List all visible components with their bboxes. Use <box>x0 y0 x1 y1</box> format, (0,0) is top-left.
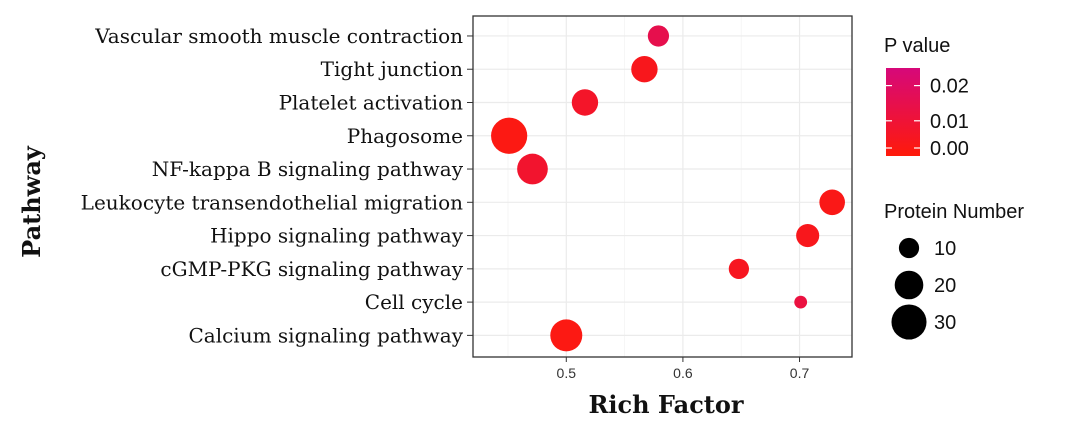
x-tick-label: 0.5 <box>557 365 577 381</box>
pathway-label: Leukocyte transendothelial migration <box>81 190 463 214</box>
x-tick-label: 0.6 <box>673 365 693 381</box>
protein-number-legend-title: Protein Number <box>884 201 1024 223</box>
pathway-label: cGMP-PKG signaling pathway <box>160 257 463 281</box>
data-point <box>796 224 820 248</box>
size-legend-dot <box>898 237 920 259</box>
data-point <box>728 258 750 279</box>
colorbar-tick-label: 0.02 <box>930 76 969 98</box>
colorbar-tick-label: 0.01 <box>930 111 969 133</box>
pathway-label: Vascular smooth muscle contraction <box>94 24 463 48</box>
size-legend-label: 20 <box>934 275 956 297</box>
data-point <box>517 153 548 185</box>
size-legend-label: 30 <box>934 312 956 334</box>
x-axis-title: Rich Factor <box>588 390 743 419</box>
size-legend-label: 10 <box>934 238 956 260</box>
data-point <box>819 189 845 216</box>
p-value-ticks: 0.02 0.01 0.00 <box>886 76 969 160</box>
x-tick-label: 0.7 <box>790 365 810 381</box>
panel-background <box>473 16 852 357</box>
pathway-label: Platelet activation <box>279 90 464 114</box>
data-point <box>491 117 528 154</box>
plot-area <box>472 15 853 358</box>
y-axis-title: Pathway <box>17 145 46 258</box>
pathway-label: Hippo signaling pathway <box>210 224 464 248</box>
colorbar-tick-label: 0.00 <box>930 138 969 160</box>
data-point <box>550 319 583 352</box>
pathway-label: Tight junction <box>321 57 463 81</box>
pathway-label: Calcium signaling pathway <box>188 323 463 347</box>
pathway-label: Phagosome <box>347 124 463 148</box>
protein-number-legend: Protein Number 10 20 30 <box>884 201 1024 340</box>
p-value-legend-title: P value <box>884 35 950 57</box>
protein-number-entries: 10 20 30 <box>891 237 956 340</box>
data-point <box>631 56 658 83</box>
panel-border <box>472 15 853 358</box>
data-point <box>571 89 599 116</box>
pathway-label: NF-kappa B signaling pathway <box>152 157 464 181</box>
size-legend-dot <box>894 270 924 300</box>
p-value-colorbar <box>886 68 920 156</box>
size-legend-dot <box>891 304 927 340</box>
p-value-legend: P value 0.02 0.01 0.00 <box>884 35 969 160</box>
x-ticks: 0.5 0.6 0.7 <box>557 357 810 381</box>
pathway-labels: Vascular smooth muscle contraction Tight … <box>81 24 473 347</box>
pathway-label: Cell cycle <box>365 290 463 314</box>
data-point <box>794 295 808 309</box>
data-point <box>647 25 670 47</box>
